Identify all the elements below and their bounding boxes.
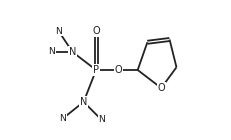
Text: N: N xyxy=(80,97,87,107)
Text: O: O xyxy=(114,65,122,75)
Text: N: N xyxy=(59,114,66,123)
Text: N: N xyxy=(69,47,76,57)
Text: N: N xyxy=(48,47,55,56)
Text: N: N xyxy=(55,27,62,36)
Text: O: O xyxy=(92,26,100,36)
Text: O: O xyxy=(158,83,165,93)
Text: N: N xyxy=(98,115,105,124)
Text: P: P xyxy=(93,65,99,75)
